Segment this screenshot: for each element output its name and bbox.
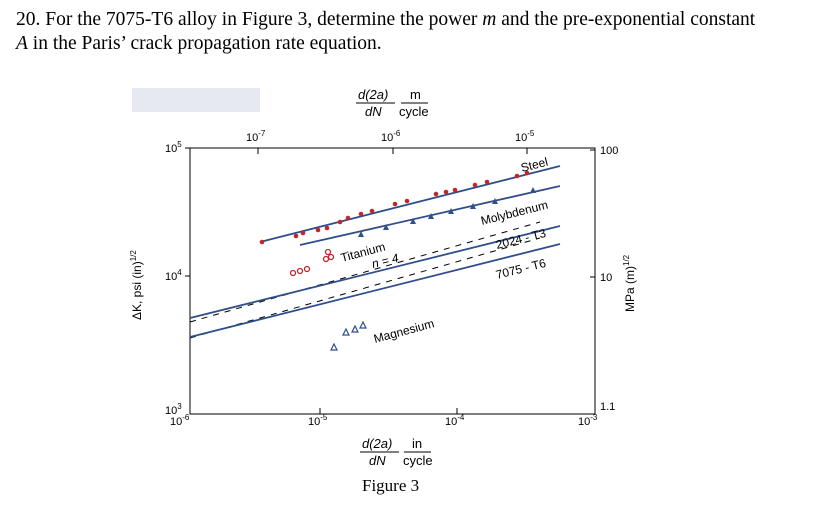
top-tick-2: 10-6: [381, 129, 401, 144]
bottom-label-unit-num: in: [412, 436, 422, 451]
figure-caption: Figure 3: [362, 476, 419, 495]
line-steel: [259, 165, 561, 243]
watermark-block: [132, 88, 260, 112]
bottom-tick-4: 10-3: [578, 413, 598, 428]
line-7075-t6: [189, 243, 561, 338]
molybdenum-points: [358, 187, 536, 237]
series-labels: Steel Molybdenum Titanium 2024 - T3 7075…: [339, 155, 549, 346]
left-tick-2: 104: [165, 268, 182, 283]
line-2024-t3: [189, 225, 561, 319]
left-tick-3: 103: [165, 402, 182, 417]
guide-lines: [189, 221, 541, 339]
bottom-tick-2: 10-5: [308, 413, 328, 428]
top-axis-label: d(2a) dN m cycle: [356, 87, 429, 119]
right-tick-1: 100: [600, 145, 618, 157]
top-label-den: dN: [365, 104, 382, 119]
question-line1-a: 20. For the 7075-T6 alloy in Figure 3, d…: [16, 9, 483, 30]
right-axis-label: MPa (m)1/2: [622, 254, 637, 312]
label-2024-t3: 2024 - T3: [494, 226, 547, 252]
question-line2: in the Paris’ crack propagation rate equ…: [27, 33, 382, 54]
left-axis-label: ΔK, psi (in)1/2: [129, 250, 144, 320]
right-tick-2: 10: [600, 272, 612, 284]
bottom-label-den: dN: [369, 453, 386, 468]
bottom-tick-1: 10-6: [170, 413, 190, 428]
top-label-num: d(2a): [358, 87, 388, 102]
bottom-label-unit-den: cycle: [403, 453, 433, 468]
titanium-points: [289, 248, 335, 277]
magnesium-points: [330, 320, 367, 351]
question-line1-b: and the pre-exponential constant: [496, 9, 756, 30]
steel-points: [259, 170, 530, 245]
right-tick-3: 1.1: [600, 401, 615, 413]
bottom-ticks: 10-6 10-5 10-4 10-3: [170, 408, 598, 428]
label-steel: Steel: [519, 155, 549, 175]
top-tick-3: 10-5: [515, 129, 535, 144]
var-m: m: [482, 9, 497, 30]
guide-line-lower: [189, 237, 541, 339]
left-tick-1: 105: [165, 140, 182, 155]
bottom-tick-3: 10-4: [445, 413, 465, 428]
question-text: 20. For the 7075-T6 alloy in Figure 3, d…: [16, 8, 806, 56]
plot-frame: [189, 147, 596, 415]
var-A: A: [16, 33, 28, 54]
top-label-unit-den: cycle: [399, 104, 429, 119]
bottom-axis-label: d(2a) dN in cycle: [360, 436, 433, 468]
bottom-label-num: d(2a): [362, 436, 392, 451]
top-tick-1: 10-7: [246, 129, 266, 144]
top-ticks: 10-7 10-6 10-5: [246, 129, 535, 154]
label-slope: n = 4: [370, 251, 400, 271]
alloy-lines: [189, 225, 561, 338]
left-ticks: 105 104 103: [165, 140, 190, 417]
label-magnesium: Magnesium: [372, 316, 436, 346]
label-7075-t6: 7075 - T6: [494, 256, 547, 282]
guide-line-upper: [189, 221, 541, 323]
top-label-unit-num: m: [410, 87, 421, 102]
right-ticks: 100 10 1.1: [590, 145, 618, 413]
